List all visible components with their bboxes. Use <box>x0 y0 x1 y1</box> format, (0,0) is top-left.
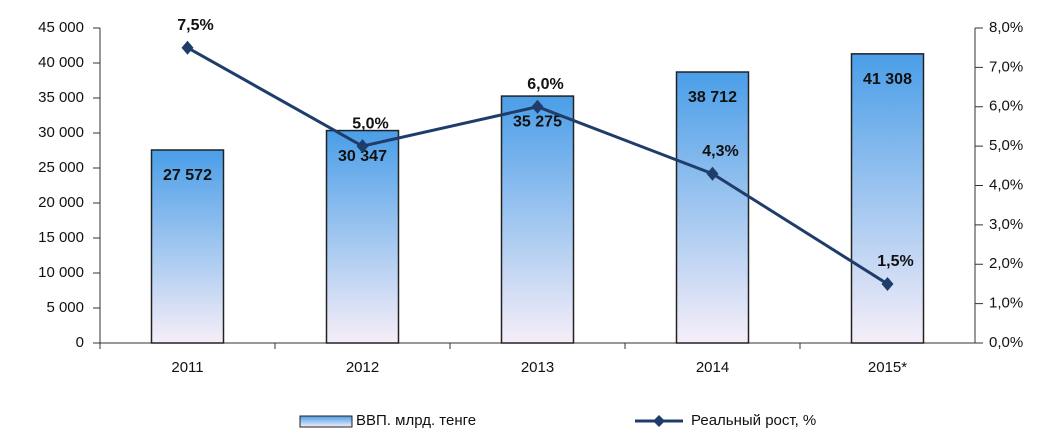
legend-swatch <box>299 415 353 428</box>
y2-tick-label: 3,0% <box>989 216 1023 233</box>
legend-swatch <box>653 415 665 427</box>
x-tick-label: 2011 <box>171 359 203 376</box>
line-value-label: 7,5% <box>177 17 213 34</box>
y2-tick-label: 4,0% <box>989 176 1023 193</box>
line-value-label: 1,5% <box>877 253 913 270</box>
line-marker <box>531 99 544 114</box>
bar-value-label: 38 712 <box>688 89 737 106</box>
y-tick-label: 10 000 <box>38 264 84 281</box>
y-tick-label: 25 000 <box>38 159 84 176</box>
y-tick-label: 35 000 <box>38 89 84 106</box>
line-marker <box>356 139 369 154</box>
bar-value-label: 41 308 <box>863 71 912 88</box>
y2-tick-label: 1,0% <box>989 295 1023 312</box>
line-value-label: 5,0% <box>352 115 388 132</box>
line-value-label: 6,0% <box>527 76 563 93</box>
legend-label: Реальный рост, % <box>691 412 816 429</box>
bar <box>150 149 225 344</box>
line-marker <box>706 166 719 181</box>
x-tick-label: 2015* <box>868 359 907 376</box>
y-tick-label: 0 <box>76 334 84 351</box>
y-tick-label: 5 000 <box>46 299 84 316</box>
bar <box>325 129 400 344</box>
x-tick-label: 2013 <box>521 359 554 376</box>
line-marker <box>181 40 194 55</box>
x-tick-label: 2012 <box>346 359 379 376</box>
y2-tick-label: 6,0% <box>989 98 1023 115</box>
bar <box>500 95 575 344</box>
y-tick-label: 30 000 <box>38 124 84 141</box>
y2-tick-label: 2,0% <box>989 255 1023 272</box>
y2-tick-label: 0,0% <box>989 334 1023 351</box>
y2-tick-label: 7,0% <box>989 58 1023 75</box>
y-tick-label: 15 000 <box>38 229 84 246</box>
y-tick-label: 45 000 <box>38 19 84 36</box>
legend-label: ВВП. млрд. тенге <box>356 412 476 429</box>
bar <box>850 53 925 344</box>
line-value-label: 4,3% <box>702 143 738 160</box>
bar-value-label: 27 572 <box>163 167 212 184</box>
y2-tick-label: 8,0% <box>989 19 1023 36</box>
y-tick-label: 40 000 <box>38 54 84 71</box>
line-marker <box>881 276 894 291</box>
bar <box>675 71 750 344</box>
y2-tick-label: 5,0% <box>989 137 1023 154</box>
x-tick-label: 2014 <box>696 359 729 376</box>
bar-value-label: 35 275 <box>513 113 562 130</box>
y-tick-label: 20 000 <box>38 194 84 211</box>
bar-value-label: 30 347 <box>338 148 387 165</box>
